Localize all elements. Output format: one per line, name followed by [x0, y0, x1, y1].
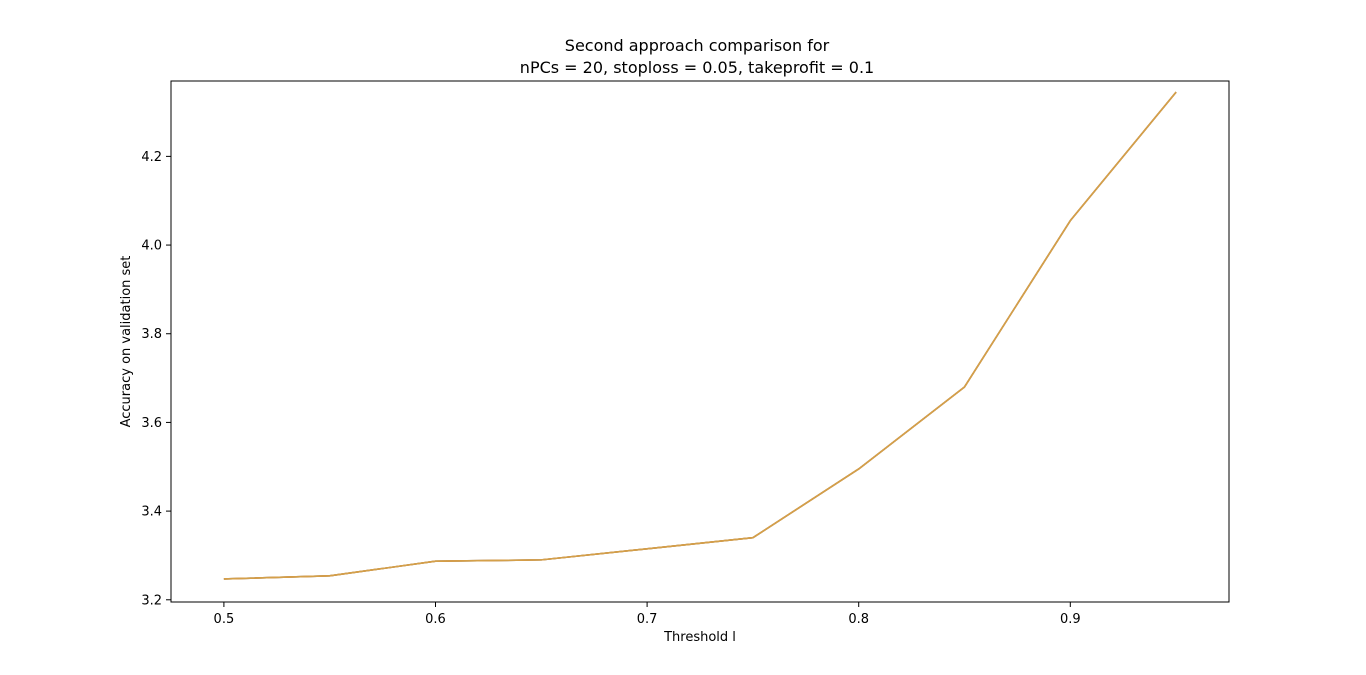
x-tick-label: 0.8	[848, 612, 869, 627]
series-line-3	[223, 91, 1177, 580]
y-axis: 3.2 3.4 3.6 3.8 4.0 4.2	[141, 150, 171, 608]
x-tick-label: 0.5	[214, 612, 235, 627]
chart-title-line-1: Second approach comparison for	[564, 36, 830, 55]
y-tick-label: 3.8	[141, 327, 162, 342]
chart-title-line-2: nPCs = 20, stoploss = 0.05, takeprofit =…	[519, 58, 875, 77]
x-tick-label: 0.9	[1060, 612, 1081, 627]
y-tick-label: 3.4	[141, 505, 162, 520]
y-tick-label: 3.2	[141, 593, 162, 608]
x-axis-label: Threshold l	[663, 630, 736, 645]
x-tick-label: 0.7	[637, 612, 658, 627]
x-tick-label: 0.6	[425, 612, 446, 627]
y-tick-label: 4.2	[141, 150, 162, 165]
series-line-2	[223, 91, 1177, 580]
y-axis-label: Accuracy on validation set	[119, 256, 134, 428]
plot-frame	[170, 80, 1230, 603]
y-tick-label: 3.6	[141, 416, 162, 431]
series-line-1	[223, 91, 1177, 580]
y-tick-label: 4.0	[141, 239, 162, 254]
x-axis: 0.5 0.6 0.7 0.8 0.9	[214, 602, 1081, 627]
series-layer	[223, 91, 1177, 580]
